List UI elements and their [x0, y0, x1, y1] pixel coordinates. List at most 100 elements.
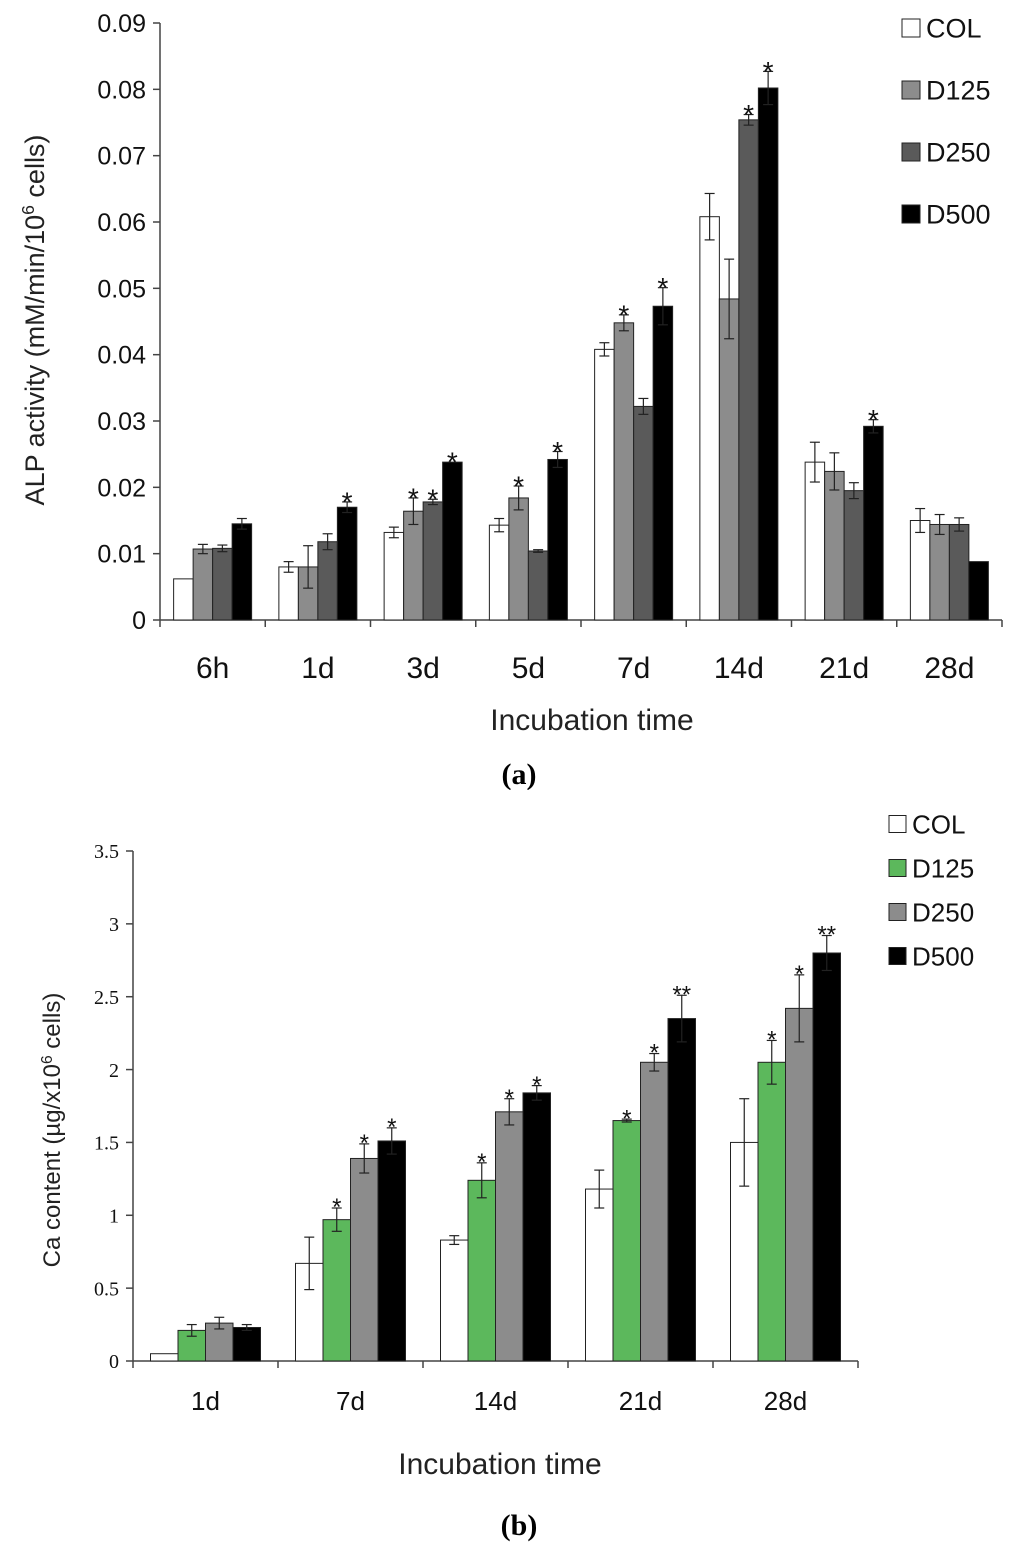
bar-col-1d	[150, 1353, 179, 1362]
x-tick-label: 14d	[714, 652, 764, 685]
bar-col-1d	[278, 566, 299, 621]
significance-mark: *	[408, 482, 419, 513]
bar-col-6h	[173, 578, 194, 621]
bar-d125-7d	[613, 322, 635, 621]
legend-swatch-d500	[888, 947, 907, 965]
bar-col-7d	[594, 348, 615, 621]
significance-mark: *	[618, 299, 629, 330]
legend-label-d125: D125	[912, 853, 974, 883]
bar-d250-14d	[495, 1111, 524, 1362]
panel-caption: (a)	[502, 758, 537, 790]
bar-d250-14d	[738, 119, 759, 621]
bar-d500-3d	[442, 461, 463, 621]
y-axis-label: Ca content (µg/x106 cells)	[39, 993, 67, 1268]
legend-label-col: COL	[926, 14, 982, 44]
y-tick-label: 0.08	[97, 76, 146, 104]
bar-d125-5d	[508, 497, 529, 621]
bar-col-21d	[804, 461, 826, 621]
legend-swatch-d250	[888, 903, 907, 921]
bar-d500-6h	[231, 523, 253, 621]
y-tick-label: 0.01	[97, 541, 146, 569]
bar-col-21d	[585, 1188, 614, 1362]
y-tick-label: 0.09	[97, 10, 146, 38]
bar-d500-28d	[812, 952, 841, 1362]
bar-d250-3d	[422, 501, 444, 621]
y-tick-label: 0	[109, 1351, 119, 1373]
bar-d500-1d	[232, 1326, 261, 1362]
x-tick-label: 21d	[819, 652, 869, 685]
bar-col-14d	[440, 1239, 469, 1362]
bar-d250-21d	[640, 1061, 669, 1362]
legend-swatch-col	[901, 18, 921, 38]
bar-d125-14d	[467, 1179, 496, 1362]
significance-mark: *	[795, 961, 804, 988]
bar-d250-6h	[212, 547, 233, 621]
bar-col-28d	[909, 520, 931, 621]
bar-d500-1d	[336, 506, 358, 621]
y-axis-label: ALP activity (mM/min/106 cells)	[18, 135, 50, 506]
x-tick-label: 1d	[301, 652, 334, 685]
x-tick-label: 28d	[924, 652, 974, 685]
bar-d250-21d	[843, 490, 865, 621]
y-tick-label: 0.07	[97, 143, 146, 171]
x-tick-label: 7d	[336, 1386, 365, 1416]
significance-mark: *	[622, 1105, 631, 1132]
legend-swatch-d500	[901, 204, 921, 224]
bar-d125-6h	[192, 548, 214, 621]
y-tick-label: 0.05	[97, 275, 146, 303]
panel-caption: (b)	[501, 1509, 538, 1542]
x-axis-label: Incubation time	[490, 704, 693, 737]
bar-d125-21d	[824, 470, 845, 621]
y-tick-label: 2	[109, 1060, 119, 1082]
y-tick-label: 0.02	[97, 474, 146, 502]
bar-d500-14d	[757, 87, 779, 621]
significance-mark: *	[767, 1027, 776, 1054]
x-tick-label: 1d	[191, 1386, 220, 1416]
y-tick-label: 0.03	[97, 408, 146, 436]
x-tick-label: 21d	[619, 1386, 662, 1416]
x-axis-label: Incubation time	[398, 1448, 601, 1481]
significance-mark: *	[868, 404, 879, 435]
legend-label-d500: D500	[926, 200, 991, 230]
figure-panel-b: Ca content (µg/x106 cells) Incubation ti…	[0, 790, 1024, 1552]
legend-label-d500: D500	[912, 941, 974, 971]
ca-content-chart: Ca content (µg/x106 cells) Incubation ti…	[39, 809, 975, 1542]
significance-mark: *	[427, 484, 438, 515]
bar-d125-28d	[757, 1061, 786, 1362]
significance-mark: *	[763, 56, 774, 87]
x-tick-label: 6h	[196, 652, 229, 685]
significance-mark: *	[360, 1130, 369, 1157]
significance-mark: *	[505, 1085, 514, 1112]
bar-d125-28d	[929, 523, 950, 621]
alp-activity-chart: ALP activity (mM/min/106 cells) Incubati…	[18, 10, 1003, 790]
significance-mark: *	[447, 447, 458, 478]
bar-d250-28d	[948, 523, 970, 621]
y-tick-label: 0.06	[97, 209, 146, 237]
significance-mark: *	[743, 99, 754, 130]
bar-d250-28d	[785, 1007, 814, 1362]
bar-d500-28d	[968, 561, 989, 621]
bar-d250-7d	[350, 1157, 379, 1362]
bar-d125-3d	[403, 510, 424, 621]
bar-d500-21d	[667, 1018, 696, 1362]
significance-mark: *	[342, 486, 353, 517]
significance-mark: **	[672, 981, 691, 1008]
figure-panel-a: ALP activity (mM/min/106 cells) Incubati…	[18, 10, 1003, 790]
y-tick-label: 3	[109, 914, 119, 936]
bar-d500-14d	[522, 1092, 551, 1362]
bar-d500-5d	[547, 458, 568, 621]
significance-mark: *	[532, 1072, 541, 1099]
bar-col-5d	[488, 524, 510, 621]
legend-label-d250: D250	[912, 897, 974, 927]
x-tick-label: 28d	[764, 1386, 807, 1416]
significance-mark: *	[657, 272, 668, 303]
bar-d125-14d	[718, 298, 740, 621]
legend-label-col: COL	[912, 809, 965, 839]
legend-swatch-col	[888, 815, 907, 833]
bar-col-14d	[699, 216, 720, 621]
significance-mark: *	[650, 1040, 659, 1067]
x-tick-label: 14d	[474, 1386, 517, 1416]
bar-d250-5d	[527, 550, 549, 621]
significance-mark: *	[387, 1114, 396, 1141]
y-tick-label: 0.5	[94, 1278, 119, 1300]
